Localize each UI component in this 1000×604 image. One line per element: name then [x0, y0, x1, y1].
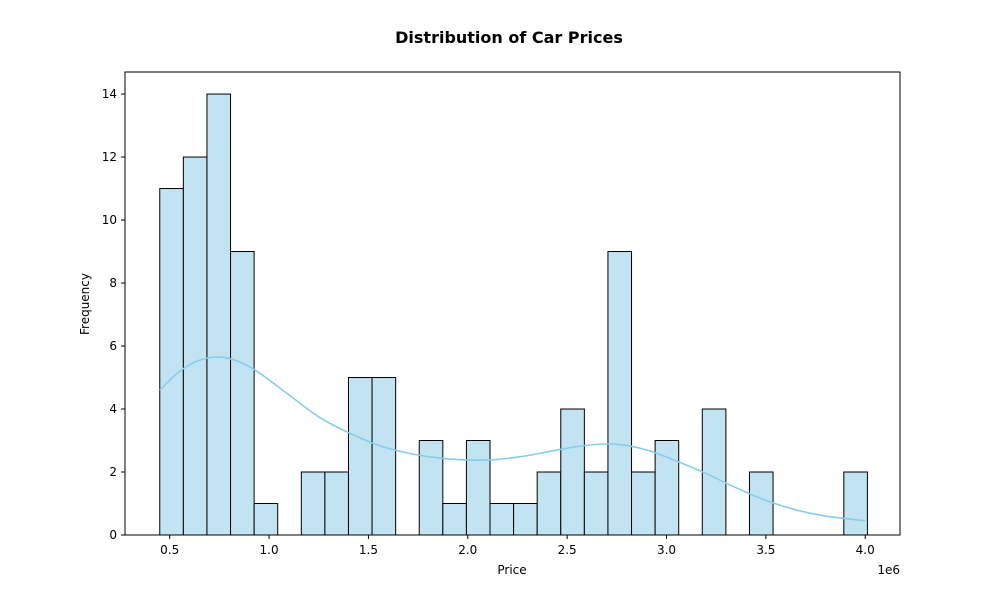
histogram-bar — [489, 503, 515, 536]
bars-layer — [159, 93, 868, 536]
plot-frame — [124, 71, 901, 536]
histogram-bar — [607, 251, 633, 536]
chart-title: Distribution of Car Prices — [395, 28, 623, 47]
x-tick-label: 2.0 — [458, 543, 477, 557]
y-tick-label: 6 — [109, 339, 117, 353]
y-axis-label: Frequency — [78, 273, 92, 335]
histogram-bar — [418, 440, 444, 536]
histogram-bar — [347, 377, 373, 536]
y-tick-label: 14 — [102, 87, 117, 101]
histogram-bar — [583, 471, 609, 536]
y-tick-label: 4 — [109, 402, 117, 416]
x-tick-label: 4.0 — [856, 543, 875, 557]
x-tick-label: 0.5 — [160, 543, 179, 557]
histogram-bar — [465, 440, 491, 536]
y-tick-label: 10 — [102, 213, 117, 227]
histogram-bar — [371, 377, 397, 536]
x-axis-label: Price — [497, 563, 526, 577]
kde-line — [159, 356, 866, 522]
histogram-bar — [513, 503, 538, 536]
x-tick-label: 1.0 — [260, 543, 279, 557]
histogram-bar — [182, 156, 208, 536]
histogram-bar — [536, 471, 562, 536]
histogram-bar — [206, 93, 232, 536]
histogram-bar — [159, 188, 184, 536]
x-axis: 0.5 1.0 1.5 2.0 2.5 3.0 3.5 4.0 — [160, 535, 875, 557]
histogram-bar — [560, 408, 585, 536]
histogram-bar — [701, 408, 727, 536]
histogram-bar — [748, 471, 774, 536]
x-tick-label: 1.5 — [359, 543, 378, 557]
y-tick-label: 12 — [102, 150, 117, 164]
x-tick-label: 3.5 — [756, 543, 775, 557]
histogram-bar — [631, 471, 656, 536]
x-axis-offset-label: 1e6 — [877, 563, 900, 577]
x-tick-label: 3.0 — [657, 543, 676, 557]
histogram-bar — [230, 251, 255, 536]
histogram-bar — [300, 471, 326, 536]
histogram-bar — [324, 471, 349, 536]
y-axis: 0 2 4 6 8 10 12 14 — [102, 87, 125, 542]
histogram-bar — [442, 503, 467, 536]
histogram-bar — [253, 503, 279, 536]
histogram-bar — [843, 471, 868, 536]
y-tick-label: 8 — [109, 276, 117, 290]
y-tick-label: 2 — [109, 465, 117, 479]
x-tick-label: 2.5 — [558, 543, 577, 557]
y-tick-label: 0 — [109, 528, 117, 542]
